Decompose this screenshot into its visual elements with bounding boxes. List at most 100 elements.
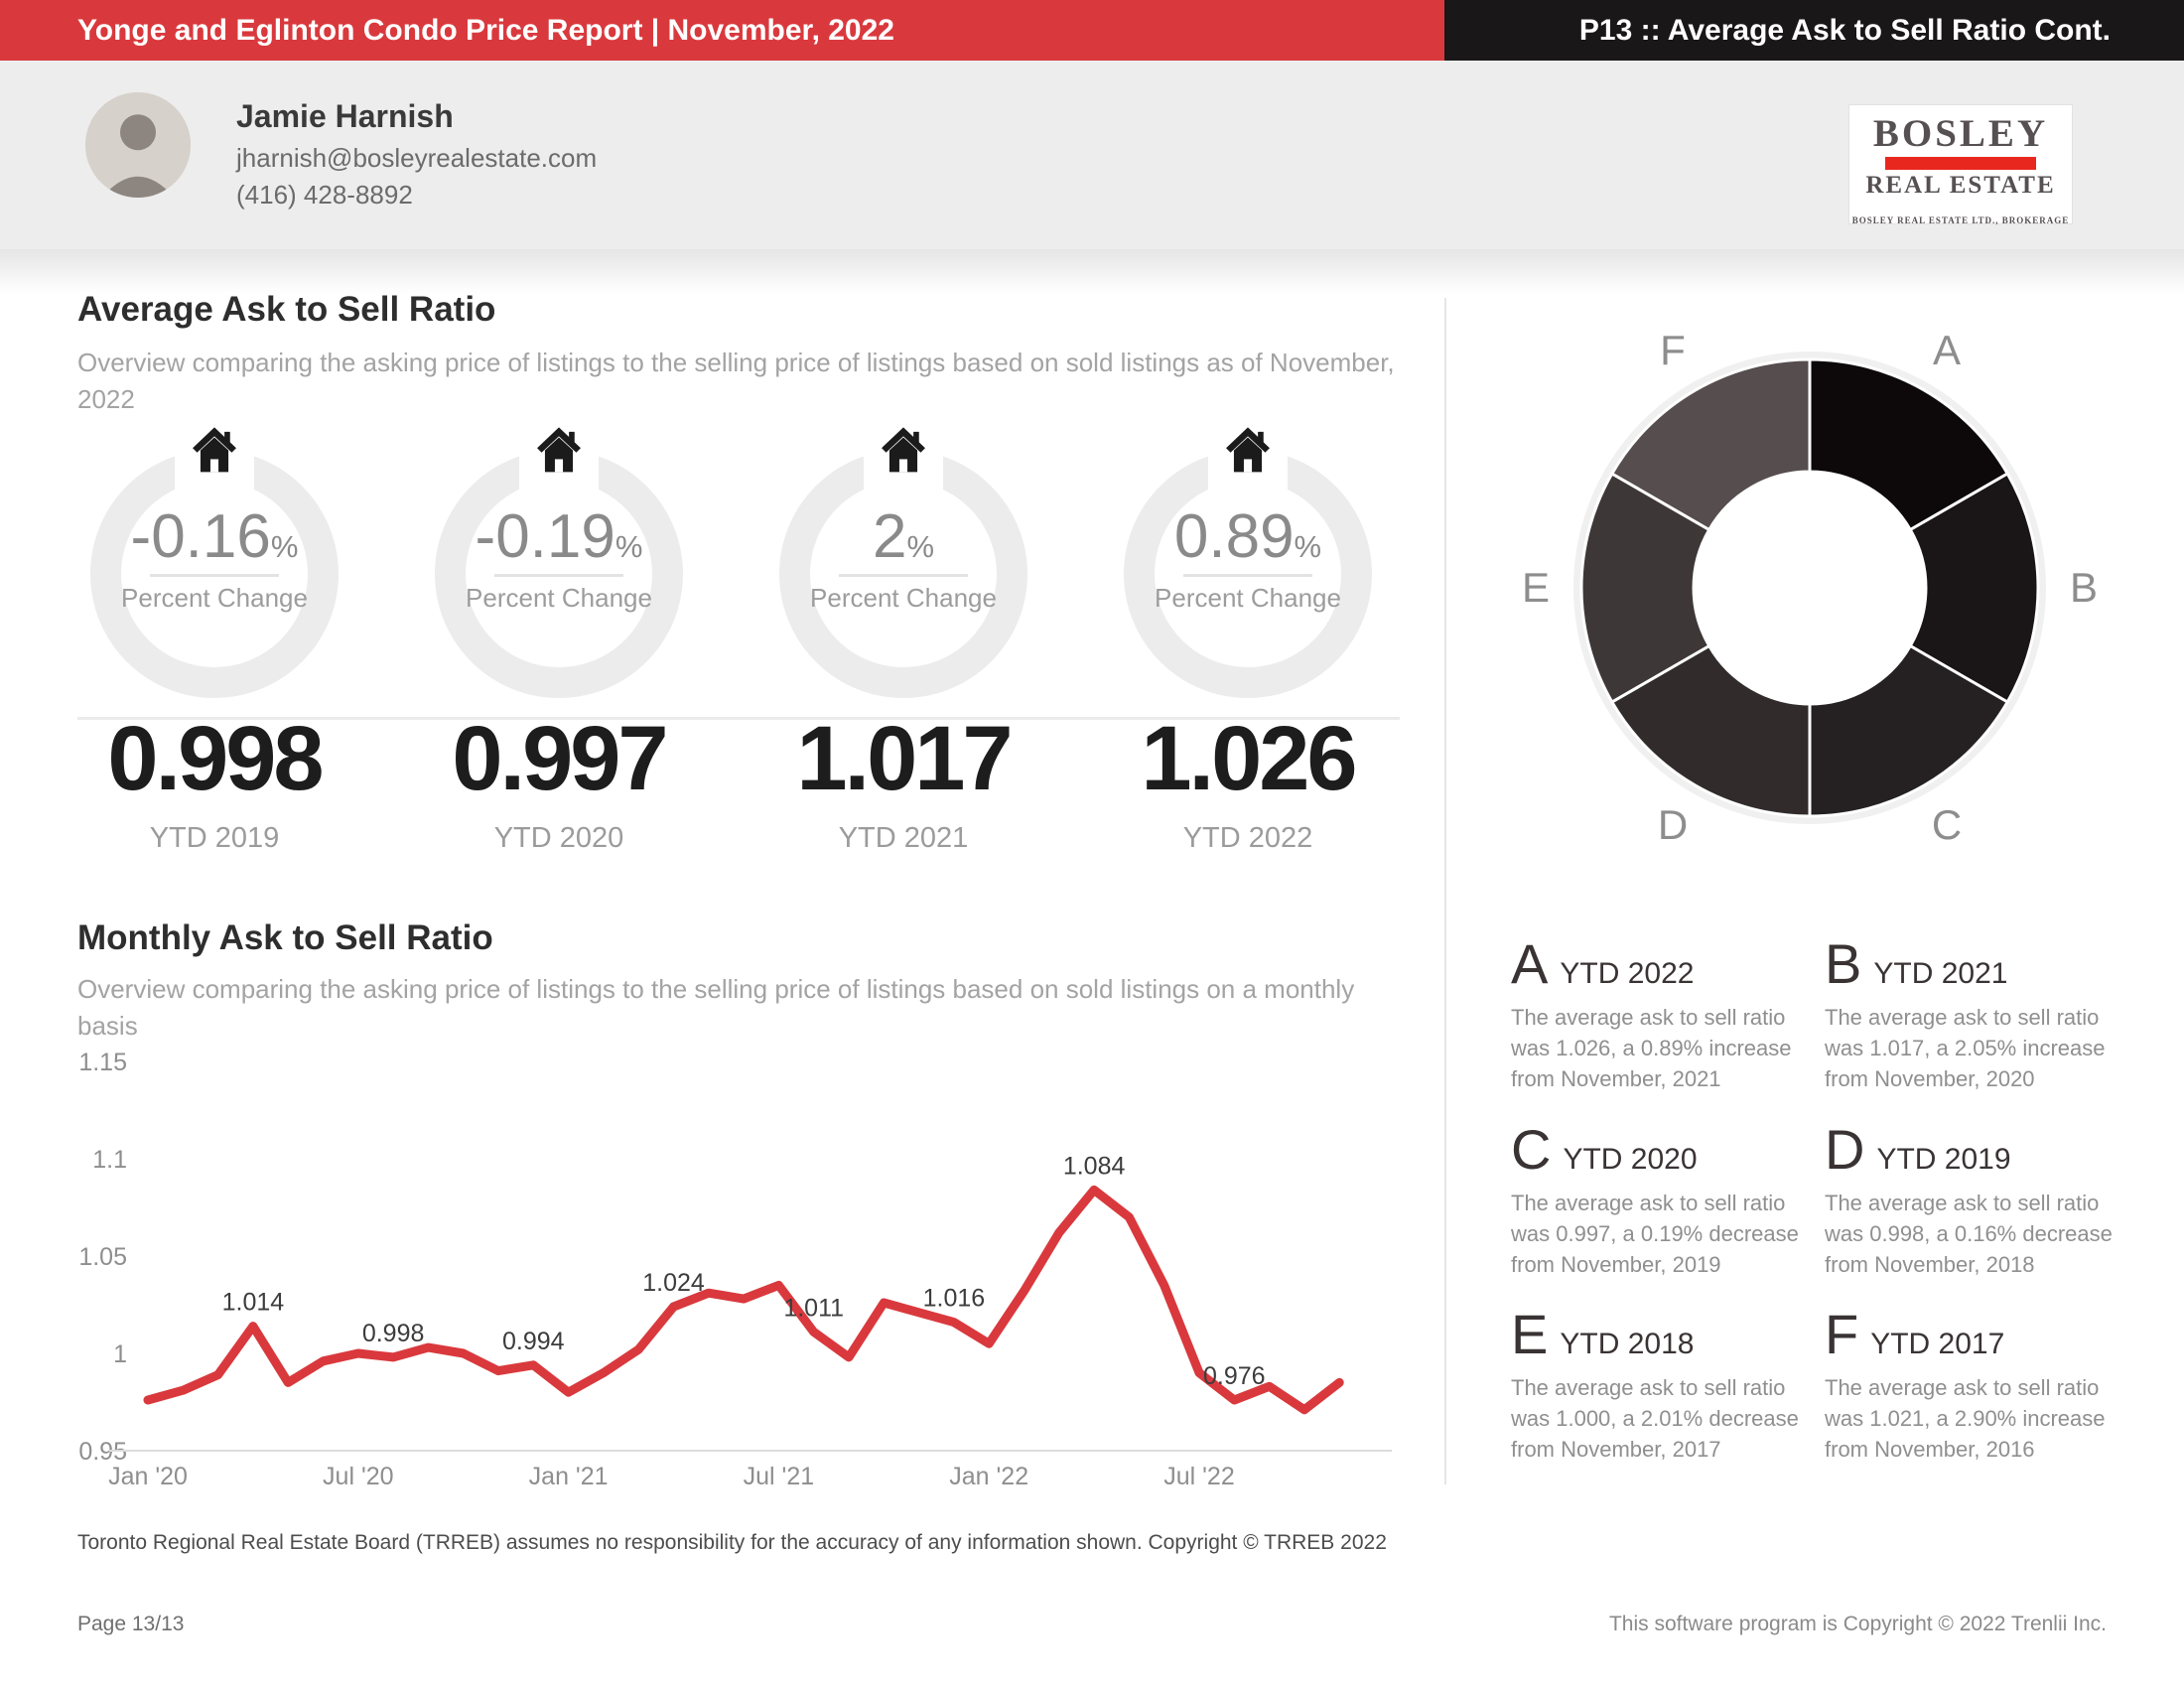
x-axis-tick: Jul '21 — [744, 1463, 814, 1490]
gauge-underline — [150, 574, 279, 577]
monthly-section-title: Monthly Ask to Sell Ratio — [77, 918, 493, 957]
agent-name: Jamie Harnish — [236, 98, 454, 134]
legend-text: The average ask to sell ratio was 1.021,… — [1825, 1375, 2106, 1462]
percent-sign: % — [906, 529, 935, 564]
gauge-caption: Percent Change — [121, 583, 308, 613]
legend-period: YTD 2017 — [1870, 1328, 2005, 1360]
legend-letter: E — [1511, 1303, 1549, 1365]
percent-sign: % — [1294, 529, 1322, 564]
house-icon — [537, 427, 581, 473]
percent-sign: % — [614, 529, 643, 564]
legend-period: YTD 2022 — [1560, 957, 1695, 990]
legend-block-e: E YTD 2018 The average ask to sell ratio… — [1511, 1307, 1809, 1465]
legend-letter: B — [1825, 932, 1862, 995]
donut-slice-d — [1609, 643, 1812, 818]
header-bar-black: P13 :: Average Ask to Sell Ratio Cont. — [1444, 0, 2184, 61]
donut-label-f: F — [1660, 327, 1686, 373]
legend-period: YTD 2019 — [1876, 1143, 2011, 1176]
logo-word-bosley: BOSLEY — [1872, 112, 2049, 155]
legend-block-f: F YTD 2017 The average ask to sell ratio… — [1825, 1307, 2122, 1465]
agent-avatar — [85, 92, 191, 198]
donut-slice-f — [1609, 357, 1812, 532]
donut-label-b: B — [2070, 564, 2098, 611]
x-axis-tick: Jan '20 — [108, 1463, 188, 1490]
legend-block-c: C YTD 2020 The average ask to sell ratio… — [1511, 1122, 1809, 1280]
ytd-value-2022: 1.026 — [1141, 708, 1357, 809]
disclaimer-text: Toronto Regional Real Estate Board (TRRE… — [77, 1531, 1387, 1554]
donut-label-c: C — [1932, 801, 1962, 848]
ratio-line-series — [143, 1185, 1344, 1415]
x-axis-tick: Jan '21 — [529, 1463, 609, 1490]
legend-title: E YTD 2018 — [1511, 1307, 1809, 1362]
donut-slice-b — [1908, 471, 2040, 705]
donut-label-a: A — [1933, 327, 1961, 373]
house-icon — [882, 427, 925, 473]
y-axis-tick: 1.15 — [78, 1049, 127, 1076]
legend-title: B YTD 2021 — [1825, 936, 2122, 992]
vertical-divider — [1444, 298, 1446, 1484]
percent-change-value: 2% — [872, 502, 935, 571]
y-axis-tick: 1.05 — [78, 1243, 127, 1271]
y-axis-tick: 1.1 — [92, 1146, 127, 1174]
gauge-caption: Percent Change — [1155, 583, 1341, 613]
legend-block-a: A YTD 2022 The average ask to sell ratio… — [1511, 936, 1809, 1094]
gauge-underline — [494, 574, 623, 577]
ytd-label-2022: YTD 2022 — [1182, 822, 1313, 854]
x-axis-tick: Jul '20 — [323, 1463, 393, 1490]
data-point-label: 1.011 — [783, 1294, 844, 1322]
section-divider — [77, 717, 1400, 720]
donut-label-e: E — [1522, 564, 1550, 611]
gauge-ytd-2019: -0.16% Percent Change — [90, 418, 339, 716]
gauge-ytd-2020: -0.19% Percent Change — [435, 418, 683, 716]
ytd-value-2020: 0.997 — [452, 708, 668, 809]
legend-text: The average ask to sell ratio was 0.998,… — [1825, 1191, 2113, 1277]
donut-label-d: D — [1658, 801, 1688, 848]
gauge-ytd-2021: 2% Percent Change — [779, 418, 1027, 716]
legend-title: C YTD 2020 — [1511, 1122, 1809, 1178]
legend-block-d: D YTD 2019 The average ask to sell ratio… — [1825, 1122, 2122, 1280]
donut-slice-e — [1579, 471, 1711, 705]
legend-period: YTD 2018 — [1560, 1328, 1695, 1360]
gauge-underline — [839, 574, 968, 577]
header-bar-red: Yonge and Eglinton Condo Price Report | … — [0, 0, 1444, 61]
data-point-label: 0.998 — [362, 1320, 425, 1347]
data-point-label: 1.024 — [642, 1269, 705, 1297]
legend-text: The average ask to sell ratio was 1.026,… — [1511, 1005, 1792, 1091]
page-title: P13 :: Average Ask to Sell Ratio Cont. — [1578, 14, 2111, 47]
ytd-value-2021: 1.017 — [796, 708, 1013, 809]
legend-text: The average ask to sell ratio was 0.997,… — [1511, 1191, 1799, 1277]
software-copyright: This software program is Copyright © 202… — [1608, 1613, 2107, 1635]
legend-block-b: B YTD 2021 The average ask to sell ratio… — [1825, 936, 2122, 1094]
ytd-section-title: Average Ask to Sell Ratio — [77, 290, 496, 329]
percent-change-value: 0.89% — [1173, 502, 1322, 571]
x-axis-tick: Jan '22 — [949, 1463, 1028, 1490]
page-number: Page 13/13 — [77, 1613, 185, 1635]
percent-change-value: -0.16% — [130, 502, 299, 571]
strip-shadow — [0, 249, 2184, 294]
legend-letter: D — [1825, 1118, 1865, 1181]
legend-text: The average ask to sell ratio was 1.000,… — [1511, 1375, 1799, 1462]
percent-sign: % — [270, 529, 299, 564]
y-axis-tick: 1 — [113, 1340, 127, 1368]
brokerage-logo: BOSLEY REAL ESTATE BOSLEY REAL ESTATE LT… — [1848, 104, 2073, 225]
gauge-underline — [1183, 574, 1312, 577]
legend-letter: A — [1511, 932, 1549, 995]
house-icon — [193, 427, 236, 473]
legend-letter: F — [1825, 1303, 1859, 1365]
ytd-label-2020: YTD 2020 — [493, 822, 624, 854]
percent-change-value: -0.19% — [475, 502, 643, 571]
house-icon — [1226, 427, 1270, 473]
donut-slice-c — [1808, 643, 2010, 818]
data-point-label: 1.084 — [1063, 1152, 1126, 1180]
ytd-label-2021: YTD 2021 — [838, 822, 969, 854]
logo-red-bar — [1885, 157, 2036, 170]
ytd-section-subtitle: Overview comparing the asking price of l… — [77, 348, 1395, 414]
data-point-label: 0.994 — [502, 1328, 565, 1355]
logo-brokerage-line: BOSLEY REAL ESTATE LTD., BROKERAGE — [1851, 215, 2070, 225]
x-axis-tick: Jul '22 — [1163, 1463, 1234, 1490]
data-point-label: 1.014 — [222, 1289, 285, 1317]
agent-email: jharnish@bosleyrealestate.com — [236, 143, 598, 173]
legend-title: D YTD 2019 — [1825, 1122, 2122, 1178]
